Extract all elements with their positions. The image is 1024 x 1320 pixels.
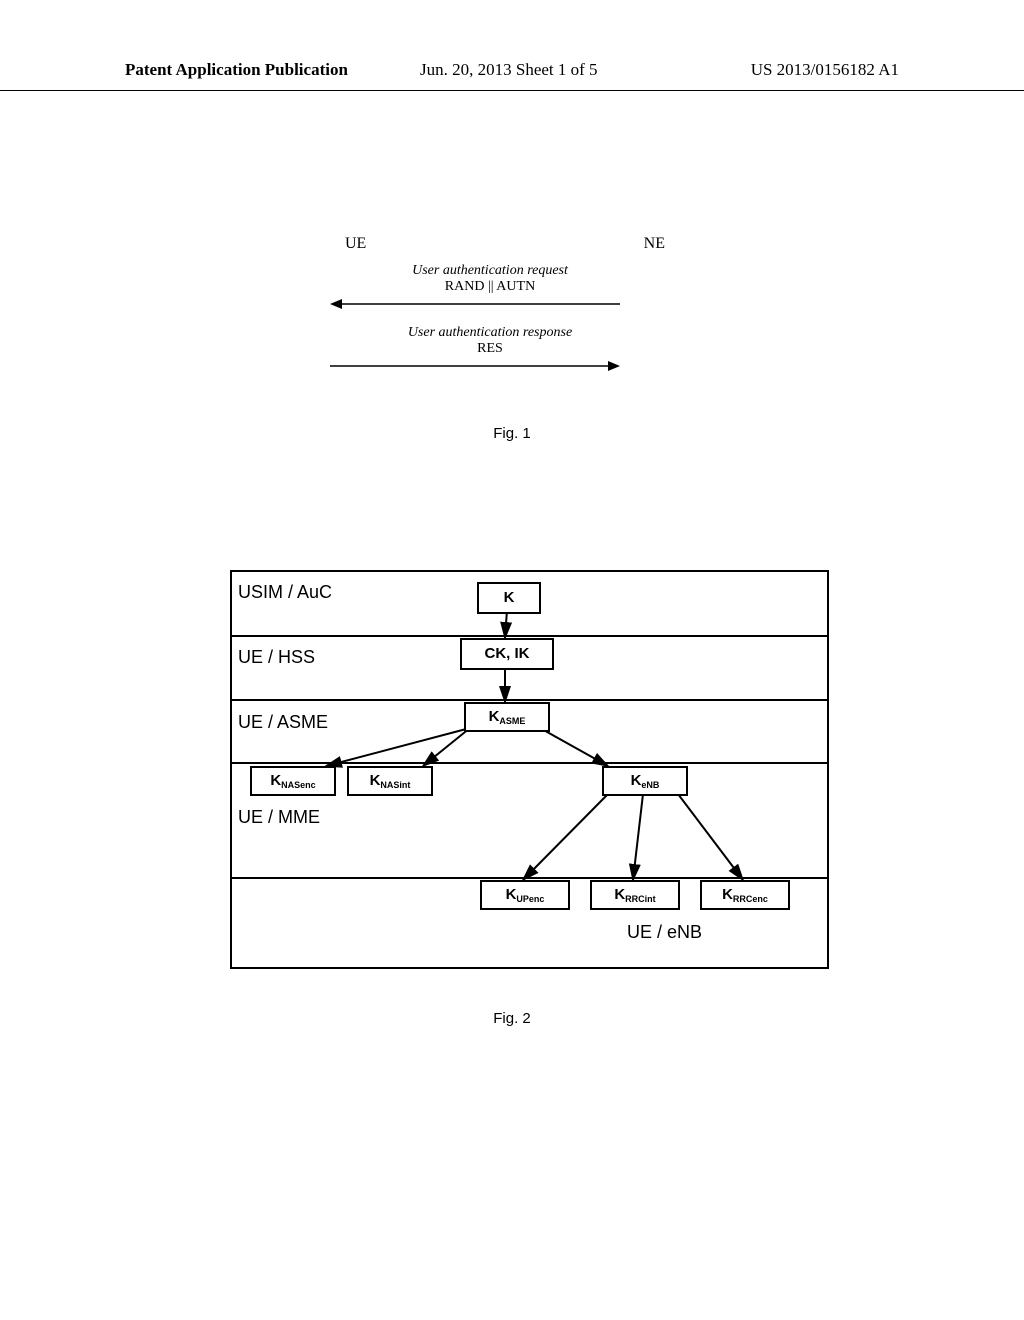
fig2-layer-l2: UE / HSS bbox=[238, 647, 315, 668]
fig2-caption: Fig. 2 bbox=[0, 1010, 1024, 1027]
header-pubnum: US 2013/0156182 A1 bbox=[751, 60, 899, 80]
fig1-request-text: User authentication request bbox=[330, 263, 650, 279]
fig2-layer-l5: UE / eNB bbox=[627, 922, 702, 943]
header-publication: Patent Application Publication bbox=[125, 60, 348, 80]
fig2-box-KRRCint: KRRCint bbox=[590, 880, 680, 910]
fig1-response-arrow-icon bbox=[330, 359, 620, 371]
fig2-layer-l3: UE / ASME bbox=[238, 712, 328, 733]
page-header: Patent Application Publication Jun. 20, … bbox=[0, 60, 1024, 91]
fig1-caption: Fig. 1 bbox=[0, 425, 1024, 442]
fig2-box-KASME: KASME bbox=[464, 702, 550, 732]
fig1-response-sub: RES bbox=[330, 341, 650, 357]
fig2-box-K: K bbox=[477, 582, 541, 614]
fig1-ue-label: UE bbox=[345, 235, 366, 253]
fig2-hline bbox=[232, 635, 827, 637]
fig2-layer-l1: USIM / AuC bbox=[238, 582, 332, 603]
fig1-request-arrow-icon bbox=[330, 297, 620, 309]
header-date-sheet: Jun. 20, 2013 Sheet 1 of 5 bbox=[420, 60, 598, 80]
fig2-box-KNASenc: KNASenc bbox=[250, 766, 336, 796]
figure-2: USIM / AuC UE / HSS UE / ASME UE / MME UE / … bbox=[230, 570, 829, 969]
fig1-response-text: User authentication response bbox=[330, 325, 650, 341]
fig1-request-sub: RAND || AUTN bbox=[330, 279, 650, 295]
fig2-box-KNASint: KNASint bbox=[347, 766, 433, 796]
fig2-box-KeNB: KeNB bbox=[602, 766, 688, 796]
fig2-box-KUPenc: KUPenc bbox=[480, 880, 570, 910]
fig2-layer-l4: UE / MME bbox=[238, 807, 320, 828]
fig2-hline bbox=[232, 762, 827, 764]
fig1-ne-label: NE bbox=[644, 235, 665, 253]
fig2-box-CKIK: CK, IK bbox=[460, 638, 554, 670]
fig2-hline bbox=[232, 699, 827, 701]
fig2-hline bbox=[232, 877, 827, 879]
fig2-box-KRRCenc: KRRCenc bbox=[700, 880, 790, 910]
